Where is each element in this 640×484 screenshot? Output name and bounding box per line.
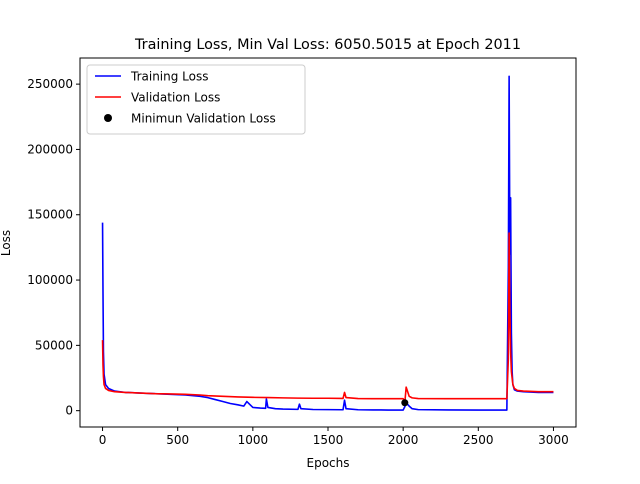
- legend-box: [86, 64, 306, 135]
- legend-label: Minimun Validation Loss: [131, 112, 276, 126]
- x-tick-label: 1500: [313, 433, 344, 447]
- x-tick-label: 500: [166, 433, 189, 447]
- axes: 0 500 1000 1500 2000 2500 3000 0 50000 100000 1500…: [27, 77, 569, 447]
- y-tick-label: 100000: [27, 273, 73, 287]
- x-tick-label: 3000: [538, 433, 569, 447]
- min-validation-marker: [401, 399, 409, 407]
- axes-frame: [79, 57, 577, 428]
- y-tick-label: 50000: [35, 338, 73, 352]
- x-tick-label: 2000: [388, 433, 419, 447]
- x-axis-label: Epochs: [307, 456, 350, 470]
- legend-label: Validation Loss: [131, 91, 220, 105]
- chart-title: Training Loss, Min Val Loss: 6050.5015 a…: [134, 37, 521, 53]
- y-axis-label: Loss: [0, 230, 13, 256]
- y-tick-label: 200000: [27, 142, 73, 156]
- legend-marker: [104, 114, 112, 122]
- plot-area: [101, 75, 554, 411]
- x-tick-label: 2500: [463, 433, 494, 447]
- y-tick-label: 150000: [27, 208, 73, 222]
- x-tick-label: 1000: [238, 433, 269, 447]
- series-line-validation-loss: [101, 232, 554, 404]
- y-tick-label: 250000: [27, 77, 73, 91]
- x-tick-label: 0: [99, 433, 107, 447]
- legend-label: Training Loss: [130, 70, 208, 84]
- y-tick-label: 0: [65, 404, 73, 418]
- legend: Training Loss Validation Loss Minimun Vali…: [86, 64, 306, 135]
